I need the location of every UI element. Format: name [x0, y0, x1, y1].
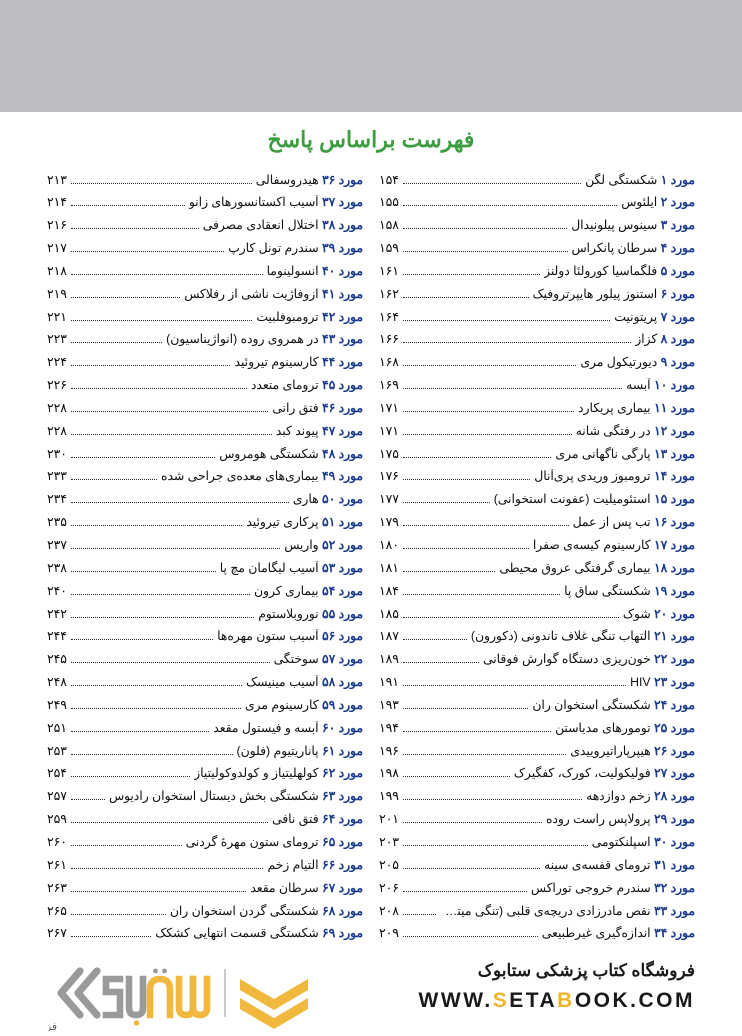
svg-text:فروشگاه اینترنتی کتاب: فروشگاه اینترنتی کتاب [47, 1020, 57, 1031]
